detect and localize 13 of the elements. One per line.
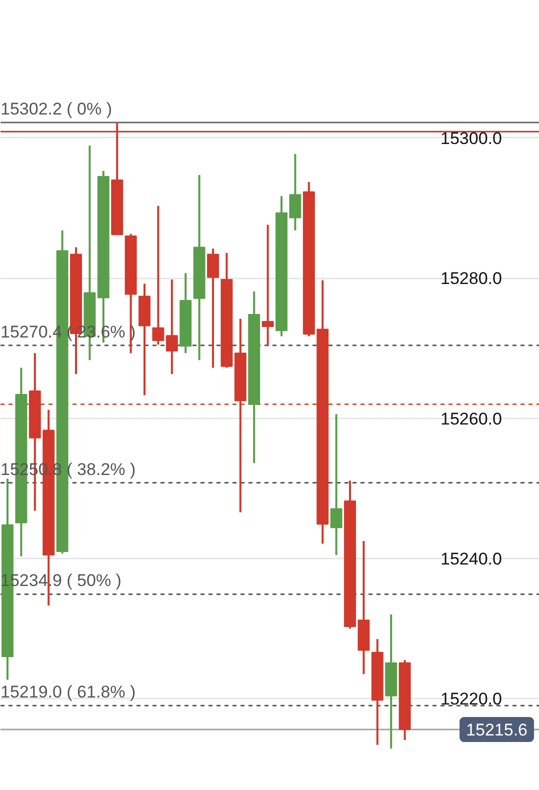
ref-line-label: 15219.0 ( 61.8% ) — [0, 682, 136, 702]
candlestick — [330, 413, 342, 556]
y-tick-label: 15260.0 — [440, 409, 502, 428]
candlestick — [262, 224, 274, 348]
y-tick-label: 15240.0 — [440, 549, 502, 568]
y-tick-label: 15220.0 — [440, 690, 502, 709]
y-tick-label: 15280.0 — [440, 269, 502, 288]
y-tick-label: 15300.0 — [440, 128, 502, 148]
candlestick — [207, 248, 219, 369]
ref-line-label: 15302.2 ( 0% ) — [0, 99, 112, 118]
annotation: 15215.6 — [466, 720, 528, 740]
candlestick — [166, 278, 178, 376]
candlestick — [152, 204, 164, 346]
